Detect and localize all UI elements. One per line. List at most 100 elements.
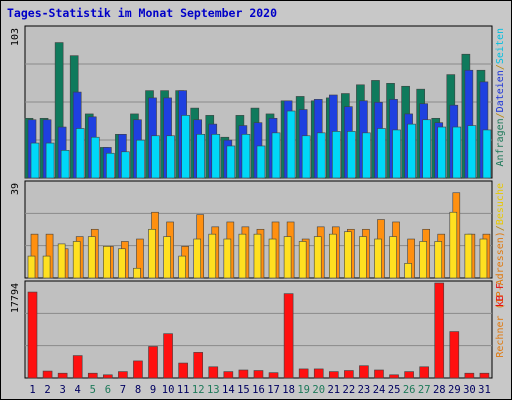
bar-besuche-day-26 [404, 263, 412, 279]
x-tick-label: 12 [192, 384, 205, 396]
bar-besuche-day-30 [464, 233, 473, 279]
bar-kb-f-day-13 [208, 366, 219, 379]
legend-text: Dateien [495, 70, 506, 112]
legend-text: / [495, 64, 506, 70]
bar-besuche-day-15 [238, 233, 247, 279]
bar-besuche-day-1 [27, 255, 36, 279]
bar-kb-f-day-22 [344, 370, 354, 379]
series-legend-label: Rechner (IP-Adressen)/Besuche [495, 183, 506, 358]
bar-kb-f-day-9 [148, 346, 158, 379]
bar-seiten-day-2 [45, 142, 55, 179]
x-tick-label: 24 [373, 384, 386, 396]
x-tick-label: 11 [177, 384, 190, 396]
bar-besuche-day-4 [72, 241, 81, 279]
x-tick-label: 19 [297, 384, 310, 396]
x-tick-label: 30 [463, 384, 476, 396]
bar-besuche-day-29 [449, 211, 458, 279]
bar-besuche-day-17 [268, 238, 277, 279]
bar-besuche-day-13 [208, 233, 217, 279]
bar-seiten-day-3 [60, 150, 70, 179]
bar-seiten-day-20 [316, 132, 326, 179]
bar-besuche-day-10 [163, 236, 171, 279]
x-tick-label: 15 [237, 384, 250, 396]
bar-besuche-day-31 [479, 238, 488, 279]
bar-seiten-day-4 [75, 128, 85, 179]
bar-besuche-day-23 [359, 236, 367, 279]
x-tick-label: 3 [59, 384, 65, 396]
x-tick-label: 23 [358, 384, 371, 396]
bar-seiten-day-6 [106, 152, 115, 179]
x-tick-label: 17 [267, 384, 280, 396]
bar-kb-f-day-2 [42, 370, 53, 379]
bar-seiten-day-29 [452, 126, 462, 179]
bar-kb-f-day-12 [193, 352, 204, 379]
x-tick-label: 8 [135, 384, 141, 396]
legend-text: / [495, 225, 506, 231]
bar-seiten-day-28 [437, 126, 447, 179]
panel-middle: 39 Rechner (IP-Adressen)/Besuche [10, 180, 506, 358]
bar-kb-f-day-21 [328, 371, 339, 379]
bar-kb-f-day-29 [449, 331, 460, 379]
bar-seiten-day-15 [241, 134, 251, 179]
bar-besuche-day-6 [103, 246, 111, 279]
bar-kb-f-day-5 [87, 372, 98, 379]
x-tick-label: 2 [44, 384, 50, 396]
bar-besuche-day-7 [118, 248, 126, 279]
bar-kb-f-day-10 [163, 333, 173, 379]
bar-seiten-day-5 [90, 136, 100, 179]
x-tick-label: 26 [403, 384, 416, 396]
bar-besuche-day-24 [374, 238, 382, 279]
x-tick-label: 18 [282, 384, 295, 396]
bar-kb-f-day-25 [389, 374, 399, 379]
x-tick-label: 31 [478, 384, 491, 396]
bar-kb-f-day-14 [223, 371, 234, 379]
bar-kb-f-day-11 [178, 362, 188, 379]
panel-bottom: 17794 kB F [10, 280, 506, 379]
bar-besuche-day-12 [193, 238, 202, 279]
x-tick-label: 6 [105, 384, 111, 396]
x-tick-label: 9 [150, 384, 156, 396]
bar-seiten-day-23 [362, 132, 371, 179]
bar-seiten-day-30 [467, 125, 477, 179]
legend-text: kB F [495, 283, 506, 307]
bar-seiten-day-14 [226, 145, 236, 179]
x-tick-label: 13 [207, 384, 220, 396]
bar-seiten-day-7 [121, 151, 130, 179]
bar-seiten-day-12 [196, 134, 206, 179]
bar-besuche-day-22 [344, 231, 352, 279]
x-tick-label: 14 [222, 384, 235, 396]
bar-kb-f-day-28 [434, 282, 445, 379]
bar-seiten-day-16 [256, 145, 266, 179]
bar-seiten-day-11 [181, 115, 190, 179]
series-legend-label: Anfragen/Dateien/Seiten [495, 28, 506, 167]
bar-seiten-day-18 [286, 110, 296, 179]
bar-kb-f-day-7 [118, 371, 128, 379]
bar-seiten-day-13 [211, 134, 221, 179]
panel-top: 103 Anfragen/Dateien/Seiten [10, 25, 506, 179]
bar-kb-f-day-4 [72, 355, 83, 379]
plot-area [24, 280, 493, 379]
x-tick-label: 28 [433, 384, 446, 396]
bar-kb-f-day-8 [133, 360, 143, 379]
bar-seiten-day-24 [377, 128, 386, 179]
legend-text: Besuche [495, 183, 506, 225]
x-tick-label: 5 [90, 384, 96, 396]
bar-seiten-day-10 [166, 135, 175, 179]
x-tick-label: 20 [312, 384, 325, 396]
bar-kb-f-day-16 [253, 370, 264, 379]
bar-kb-f-day-17 [268, 372, 279, 379]
bar-seiten-day-27 [422, 119, 431, 179]
y-max-label: 103 [10, 28, 21, 46]
bar-kb-f-day-1 [27, 291, 38, 379]
legend-text: / [495, 112, 506, 118]
legend-text: Anfragen [495, 118, 506, 166]
bar-besuche-day-18 [283, 236, 292, 279]
bar-seiten-day-19 [301, 135, 311, 179]
bar-besuche-day-19 [298, 241, 307, 279]
legend-text: Rechner (IP-Adressen) [495, 231, 506, 357]
bar-kb-f-day-23 [359, 365, 369, 379]
y-max-label: 39 [10, 183, 21, 195]
bar-besuche-day-27 [419, 241, 427, 279]
x-tick-label: 27 [418, 384, 431, 396]
